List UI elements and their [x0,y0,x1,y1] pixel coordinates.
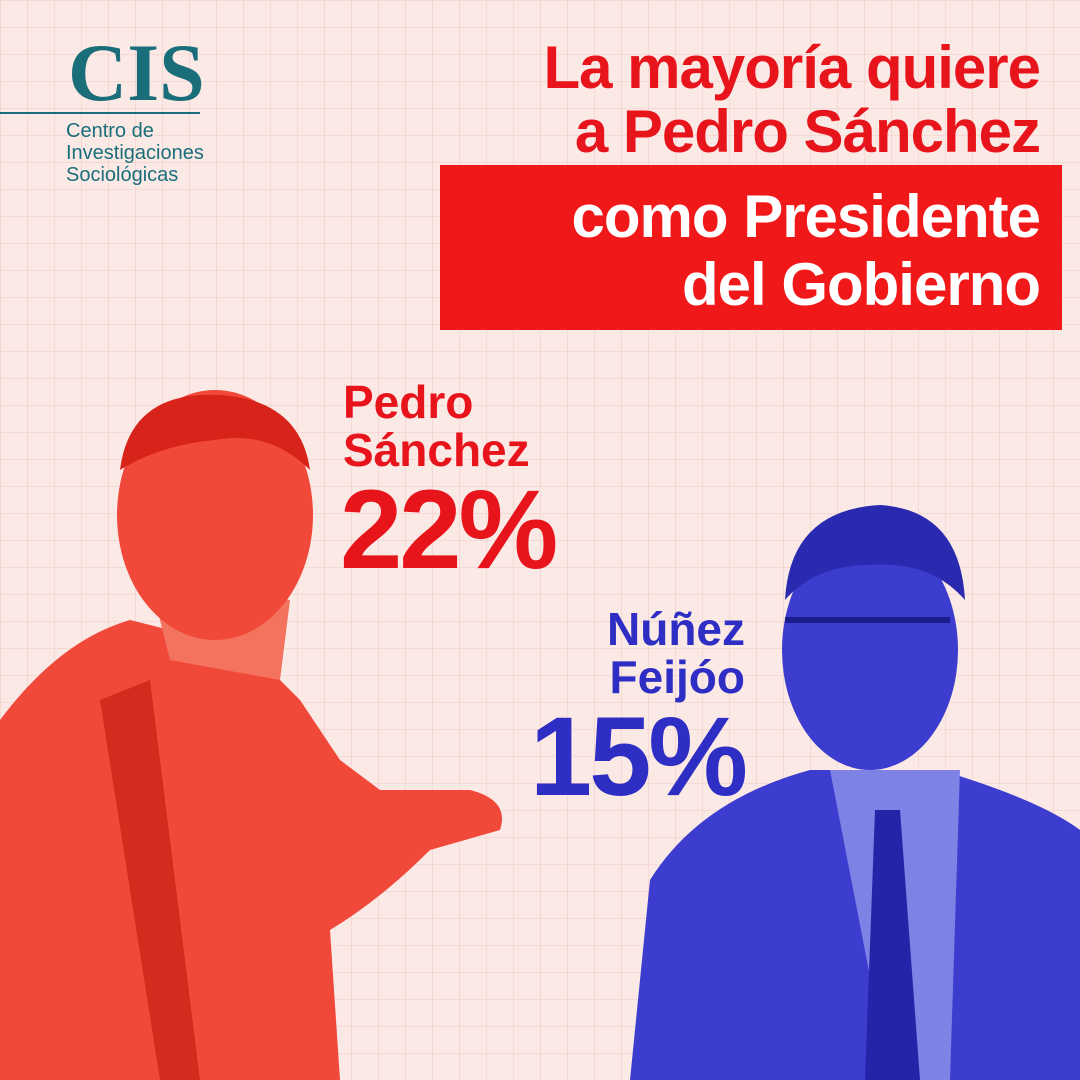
candidate-sanchez: Pedro Sánchez 22% [340,376,559,592]
sanchez-photo [0,390,502,1080]
highlight-box [440,165,1062,330]
candidate-name: Núñez [607,603,745,655]
candidate-name: Sánchez [343,424,530,476]
candidate-name: Feijóo [610,651,745,703]
logo-line: Sociológicas [66,164,178,186]
candidate-feijoo: Núñez Feijóo 15% [530,603,749,819]
highlight-line: del Gobierno [682,251,1040,318]
logo-line: Investigaciones [66,142,204,164]
logo-line: Centro de [66,120,154,142]
candidate-share: 15% [530,694,746,819]
logo: CIS Centro de Investigaciones Sociológic… [0,27,205,186]
candidate-share: 22% [340,467,556,592]
feijoo-photo [630,505,1080,1080]
candidate-name: Pedro [343,376,473,428]
headline-line: La mayoría quiere [543,34,1040,101]
highlight-line: como Presidente [572,183,1041,250]
logo-acronym: CIS [68,27,205,118]
headline-line: a Pedro Sánchez [575,98,1040,165]
